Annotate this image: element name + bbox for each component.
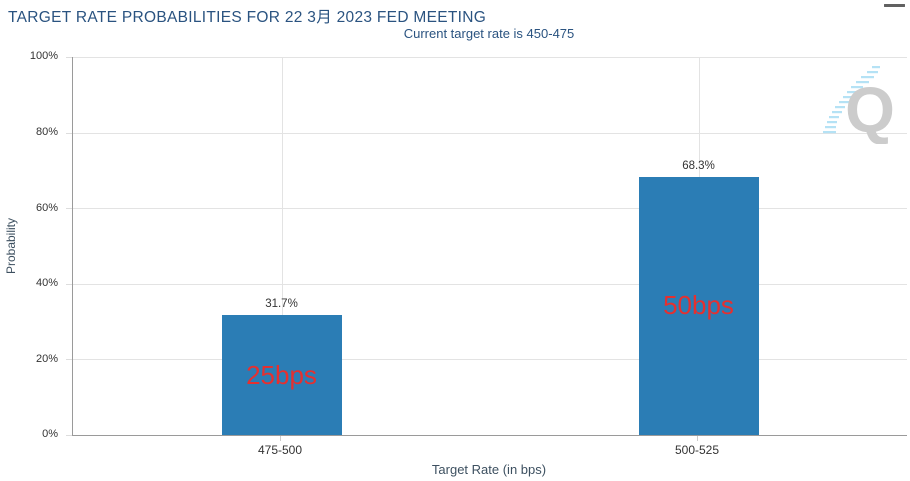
y-tick-label: 80%	[35, 126, 58, 138]
bar-value-label: 68.3%	[682, 159, 715, 172]
gridline	[73, 208, 907, 210]
x-tick	[280, 436, 281, 441]
x-tick-label: 475-500	[257, 443, 303, 457]
y-tick	[66, 133, 72, 134]
x-tick-label: 500-525	[674, 443, 720, 457]
gridline	[281, 57, 283, 435]
bar-500-525[interactable]: 68.3% 50bps	[638, 160, 759, 435]
chart-title: TARGET RATE PROBABILITIES FOR 22 3月 2023…	[8, 9, 487, 26]
y-tick	[66, 359, 72, 360]
gridline	[73, 132, 907, 134]
x-tick	[697, 436, 698, 441]
bar-annotation: 25bps	[246, 359, 317, 390]
y-tick	[66, 57, 72, 58]
plot-area: Q 31.7% 25bps 68.3% 50bps	[72, 57, 907, 436]
y-tick-label: 20%	[35, 353, 58, 365]
x-axis-title: Target Rate (in bps)	[431, 462, 547, 477]
y-tick	[66, 284, 72, 285]
y-tick-label: 60%	[35, 202, 58, 214]
watermark-swoosh	[823, 66, 880, 134]
y-axis-title: Probability	[4, 217, 18, 275]
quikstrike-logo-watermark: Q	[823, 66, 895, 144]
gridline	[73, 283, 907, 285]
y-tick-label: 40%	[35, 277, 58, 289]
y-tick	[66, 208, 72, 209]
gridline	[73, 359, 907, 361]
bar-475-500[interactable]: 31.7% 25bps	[221, 298, 342, 435]
y-tick-label: 0%	[42, 428, 58, 440]
bar-value-label: 31.7%	[265, 298, 298, 311]
bar-annotation: 50bps	[663, 290, 734, 321]
chart-subtitle: Current target rate is 450-475	[403, 26, 575, 41]
gridline	[73, 57, 907, 58]
watermark-q-letter: Q	[845, 74, 895, 144]
y-tick-label: 100%	[29, 50, 58, 62]
y-tick	[66, 435, 72, 436]
